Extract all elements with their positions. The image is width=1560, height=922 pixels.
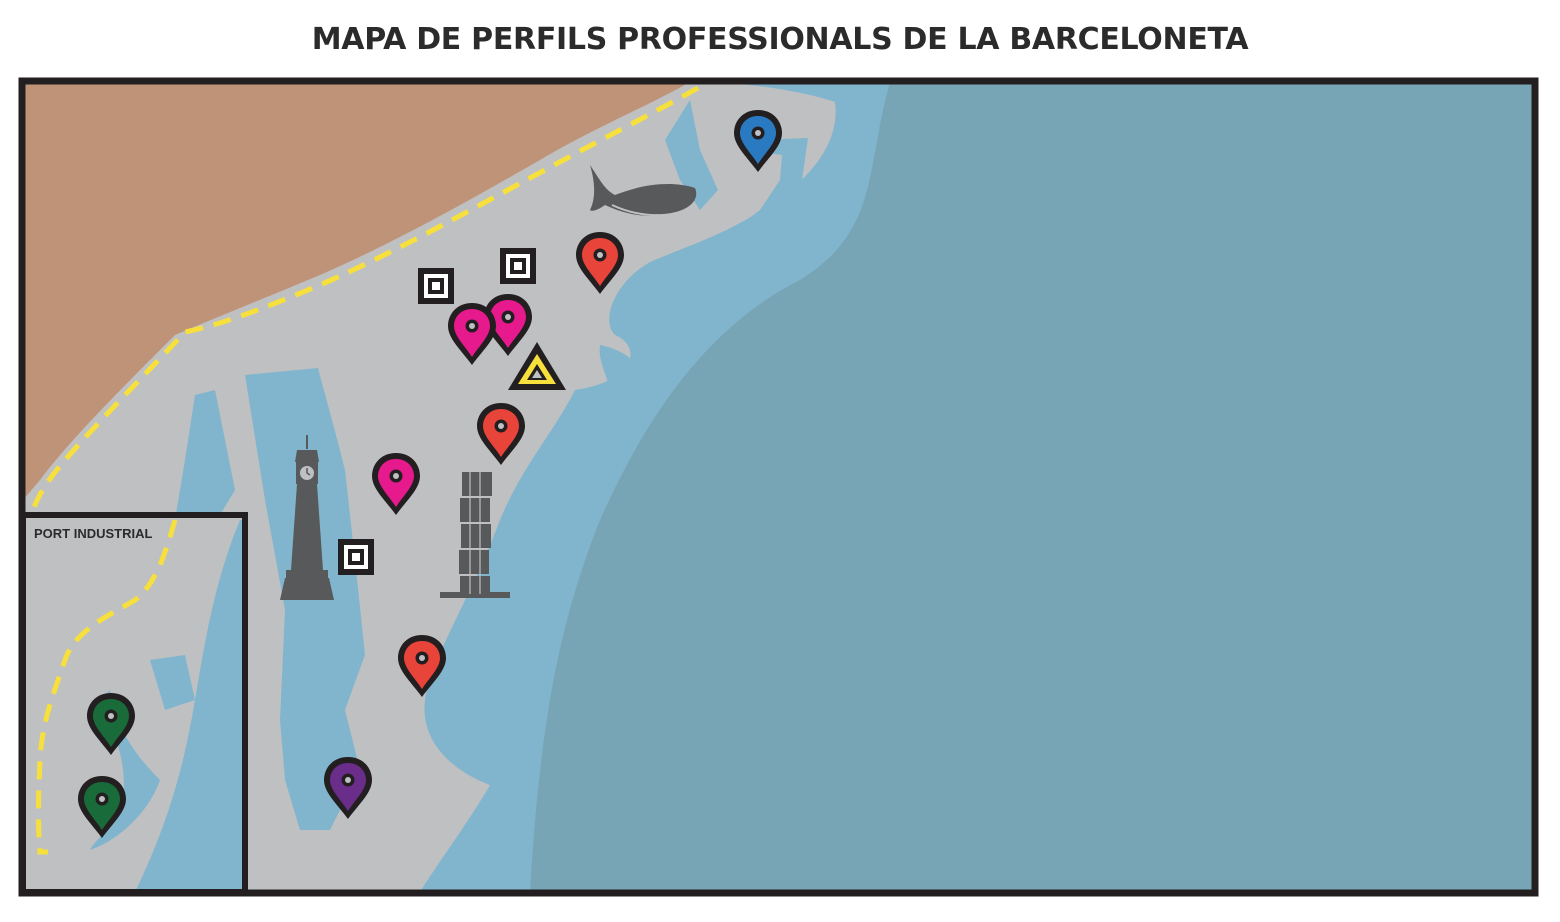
harbour-basin [175, 390, 235, 520]
marina-pier [665, 100, 718, 210]
square-target-icon[interactable] [418, 268, 454, 304]
inset-frame [23, 512, 248, 892]
clock-tower-icon [280, 435, 334, 600]
inset-water [90, 690, 160, 850]
coastal-path [27, 85, 700, 541]
square-target-icon[interactable] [338, 539, 374, 575]
harbour-basin [599, 345, 641, 390]
inset-dashed-path [36, 519, 178, 855]
marina-pier [720, 138, 808, 250]
warning-triangle-icon[interactable] [508, 342, 566, 390]
page-title: MAPA DE PERFILS PROFESSIONALS DE LA BARC… [311, 22, 1249, 57]
inset-port-industrial[interactable] [23, 512, 248, 892]
city-area [23, 82, 690, 500]
map-terrain [23, 82, 1534, 892]
inset-water [150, 655, 195, 710]
fish-sculpture-icon [590, 165, 697, 217]
square-target-icon[interactable] [500, 248, 536, 284]
inset-label: PORT INDUSTRIAL [34, 526, 153, 541]
map-frame [18, 77, 1539, 897]
stacked-cubes-sculpture-icon [440, 472, 510, 598]
inset-water [135, 520, 245, 892]
